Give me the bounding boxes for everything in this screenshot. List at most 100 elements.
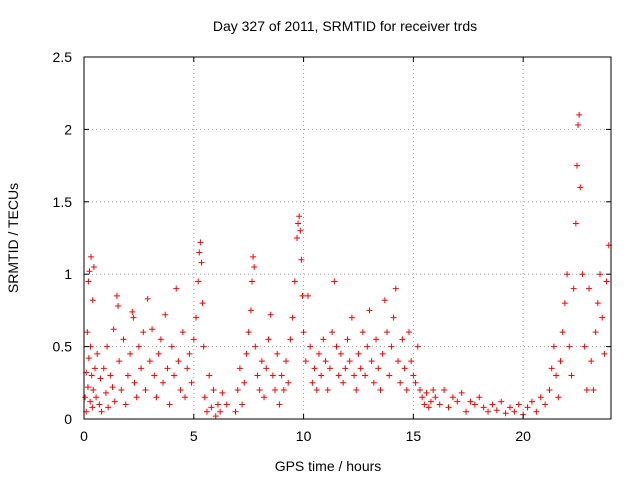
data-point bbox=[232, 408, 239, 415]
data-point bbox=[397, 379, 404, 386]
data-point bbox=[416, 387, 423, 394]
data-point bbox=[564, 271, 571, 278]
data-point bbox=[353, 387, 360, 394]
data-point bbox=[348, 314, 355, 321]
data-point bbox=[129, 308, 136, 315]
x-axis-label: GPS time / hours bbox=[275, 458, 382, 474]
data-point bbox=[102, 389, 109, 396]
data-point bbox=[90, 387, 97, 394]
data-point bbox=[256, 387, 263, 394]
data-point bbox=[304, 292, 311, 299]
data-point bbox=[272, 387, 279, 394]
data-point bbox=[485, 408, 492, 415]
y-tick-label: 2 bbox=[64, 121, 72, 137]
data-point bbox=[379, 350, 386, 357]
data-point bbox=[88, 372, 95, 379]
x-tick-label: 5 bbox=[190, 428, 198, 444]
data-point bbox=[425, 404, 432, 411]
data-point bbox=[201, 394, 208, 401]
data-point bbox=[234, 387, 241, 394]
data-point bbox=[192, 314, 199, 321]
data-point bbox=[186, 350, 193, 357]
data-point bbox=[432, 394, 439, 401]
data-point bbox=[93, 394, 100, 401]
data-point bbox=[84, 329, 91, 336]
data-point bbox=[153, 394, 160, 401]
data-point bbox=[579, 271, 586, 278]
data-point bbox=[590, 387, 597, 394]
data-point bbox=[297, 227, 304, 234]
x-tick-label: 0 bbox=[80, 428, 88, 444]
data-point bbox=[296, 213, 303, 220]
data-point bbox=[506, 404, 513, 411]
data-point bbox=[241, 379, 248, 386]
data-point bbox=[122, 401, 129, 408]
data-point bbox=[188, 379, 195, 386]
grid-lines bbox=[84, 57, 611, 419]
data-point bbox=[199, 300, 206, 307]
data-point bbox=[252, 343, 259, 350]
data-point bbox=[480, 404, 487, 411]
data-point bbox=[405, 329, 412, 336]
y-tick-label: 0 bbox=[64, 411, 72, 427]
data-point bbox=[384, 329, 391, 336]
data-point bbox=[85, 278, 92, 285]
data-point bbox=[414, 343, 421, 350]
data-point bbox=[120, 336, 127, 343]
data-point bbox=[386, 372, 393, 379]
data-point bbox=[586, 285, 593, 292]
data-point bbox=[267, 311, 274, 318]
data-point bbox=[342, 365, 349, 372]
data-point bbox=[208, 404, 215, 411]
data-point bbox=[96, 401, 103, 408]
data-point bbox=[90, 263, 97, 270]
data-point bbox=[177, 387, 184, 394]
data-point bbox=[572, 220, 579, 227]
data-point bbox=[583, 387, 590, 394]
data-point bbox=[287, 336, 294, 343]
data-point bbox=[335, 372, 342, 379]
data-point bbox=[138, 365, 145, 372]
data-point bbox=[196, 249, 203, 256]
data-point bbox=[105, 404, 112, 411]
data-point bbox=[326, 365, 333, 372]
data-point bbox=[142, 387, 149, 394]
data-point bbox=[307, 343, 314, 350]
data-point bbox=[155, 350, 162, 357]
data-point bbox=[179, 329, 186, 336]
data-point bbox=[375, 365, 382, 372]
data-point bbox=[370, 379, 377, 386]
data-point bbox=[223, 401, 230, 408]
data-point bbox=[454, 398, 461, 405]
data-point bbox=[89, 297, 96, 304]
data-point bbox=[408, 358, 415, 365]
data-point bbox=[388, 343, 395, 350]
data-point bbox=[198, 259, 205, 266]
data-point bbox=[463, 408, 470, 415]
data-point bbox=[553, 372, 560, 379]
data-point bbox=[489, 401, 496, 408]
data-point bbox=[581, 343, 588, 350]
data-point bbox=[592, 329, 599, 336]
data-point bbox=[476, 394, 483, 401]
data-point bbox=[403, 387, 410, 394]
data-point bbox=[603, 278, 610, 285]
data-point bbox=[168, 343, 175, 350]
data-point bbox=[109, 384, 116, 391]
data-point bbox=[274, 350, 281, 357]
y-tick-label: 2.5 bbox=[53, 49, 73, 65]
data-point bbox=[87, 398, 94, 405]
data-point bbox=[195, 278, 202, 285]
data-point bbox=[88, 253, 95, 260]
data-point bbox=[98, 408, 105, 415]
data-point bbox=[299, 292, 306, 299]
data-point bbox=[291, 278, 298, 285]
data-point bbox=[381, 297, 388, 304]
data-point bbox=[289, 314, 296, 321]
data-point bbox=[594, 300, 601, 307]
data-point bbox=[410, 372, 417, 379]
data-point bbox=[511, 408, 518, 415]
data-point bbox=[115, 303, 122, 310]
y-tick-label: 1 bbox=[64, 266, 72, 282]
data-point bbox=[210, 387, 217, 394]
